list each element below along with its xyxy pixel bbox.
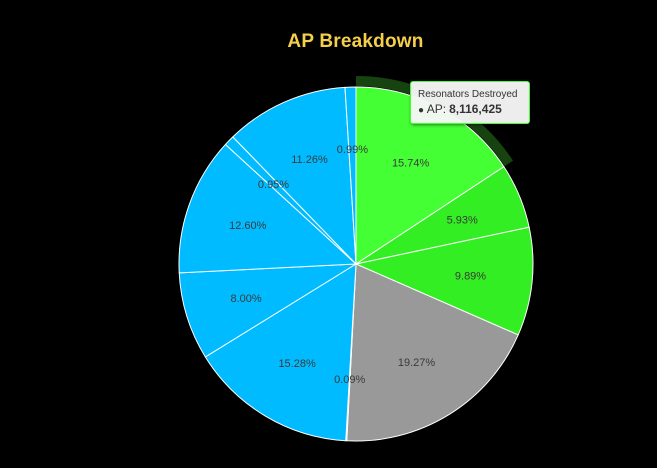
pie-slice[interactable] — [178, 263, 357, 358]
tooltip-title: Resonators Destroyed — [418, 89, 518, 100]
slices-layer — [178, 86, 534, 442]
slice-label: 15.28% — [278, 358, 316, 370]
slice-label: 15.74% — [392, 158, 430, 170]
tooltip-series-name: AP: — [426, 102, 447, 116]
pie-slice[interactable] — [355, 226, 534, 336]
slice-label: 8.00% — [230, 293, 261, 305]
slice-label: 12.60% — [229, 220, 267, 232]
slice-label: 0.99% — [337, 144, 368, 156]
pie-slice[interactable] — [346, 263, 519, 442]
tooltip-row: ● AP: 8,116,425 — [418, 101, 522, 119]
slice-label: 19.27% — [398, 357, 436, 369]
pie-slice[interactable] — [204, 263, 357, 442]
pie-slice[interactable] — [178, 143, 357, 274]
tooltip-marker-icon: ● — [418, 105, 425, 116]
slice-label: 11.26% — [291, 154, 328, 166]
pie-slice[interactable] — [232, 86, 357, 265]
chart-title: AP Breakdown — [287, 31, 424, 52]
slice-label: 0.95% — [258, 179, 289, 191]
slice-label: 0.09% — [334, 374, 365, 386]
pie-slice[interactable] — [344, 86, 357, 265]
labels-layer: 15.74% 5.93% 9.89% 19.27% 0.09% 15.28% 8.00% 12… — [229, 144, 486, 386]
slice-label: 5.93% — [447, 215, 478, 227]
tooltip-value: 8,116,425 — [449, 102, 502, 116]
slice-label: 9.89% — [455, 271, 486, 283]
tooltip: Resonators Destroyed ● AP: 8,116,425 — [410, 81, 530, 124]
